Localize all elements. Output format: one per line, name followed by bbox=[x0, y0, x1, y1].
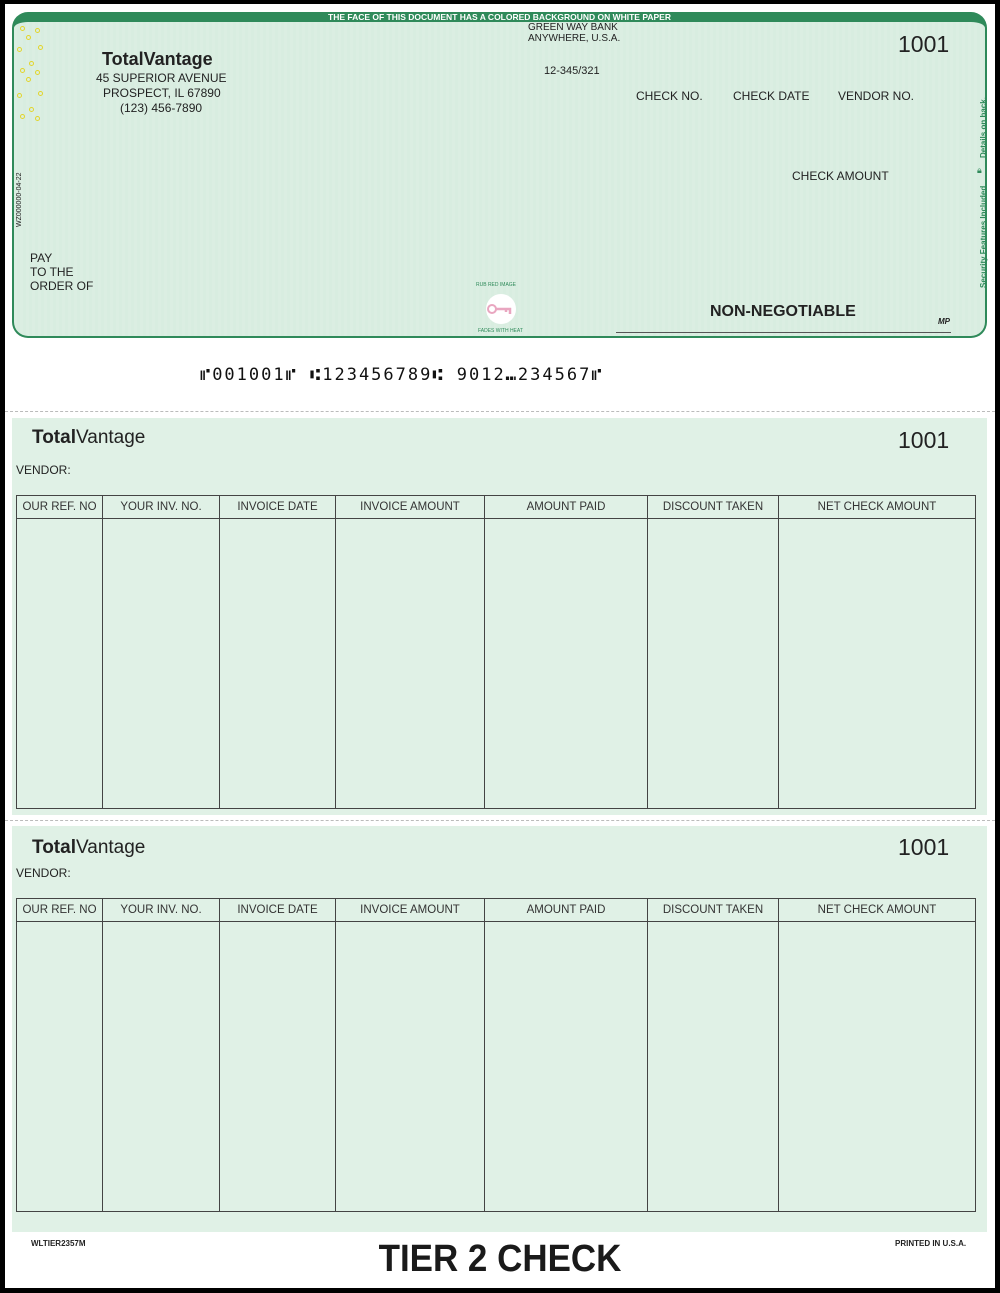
printed-in: PRINTED IN U.S.A. bbox=[895, 1239, 967, 1248]
table-header: OUR REF. NO YOUR INV. NO. INVOICE DATE INVO… bbox=[16, 495, 976, 519]
invoice-table: OUR REF. NO YOUR INV. NO. INVOICE DATE INVO… bbox=[16, 495, 976, 809]
check-amount-label: CHECK AMOUNT bbox=[792, 169, 889, 183]
form-title: TIER 2 CHECK bbox=[378, 1238, 622, 1280]
vendor-label: VENDOR: bbox=[16, 866, 71, 880]
banner: THE FACE OF THIS DOCUMENT HAS A COLORED … bbox=[328, 12, 671, 22]
pay-label: PAY bbox=[30, 251, 53, 265]
stub-brand: TotalVantage bbox=[32, 837, 146, 858]
table-header: OUR REF. NO YOUR INV. NO. INVOICE DATE INVO… bbox=[16, 898, 976, 922]
order-of-label: ORDER OF bbox=[30, 279, 94, 293]
perforation bbox=[0, 411, 1000, 412]
form-code: WLTIER2357M bbox=[31, 1239, 86, 1248]
stub-number: 1001 bbox=[898, 834, 950, 860]
check-number: 1001 bbox=[898, 31, 950, 57]
check-face: THE FACE OF THIS DOCUMENT HAS A COLORED … bbox=[12, 12, 988, 338]
check-date-label: CHECK DATE bbox=[733, 89, 810, 103]
company-address1: 45 SUPERIOR AVENUE bbox=[96, 71, 227, 85]
company-phone: (123) 456-7890 bbox=[120, 101, 203, 115]
side-code: WZ000000-04-22 bbox=[16, 172, 23, 227]
check-no-label: CHECK NO. bbox=[636, 89, 703, 103]
non-negotiable: NON-NEGOTIABLE bbox=[710, 303, 856, 320]
lock-icon: 🔒︎ bbox=[977, 165, 982, 175]
perforation bbox=[0, 820, 1000, 821]
vendor-no-label: VENDOR NO. bbox=[838, 89, 915, 103]
company-address2: PROSPECT, IL 67890 bbox=[103, 86, 221, 100]
table-row bbox=[16, 518, 976, 809]
heat-seal-icon: RUB RED IMAGE FADES WITH HEAT bbox=[476, 282, 523, 334]
to-the-label: TO THE bbox=[30, 265, 74, 279]
table-row bbox=[16, 921, 976, 1212]
mp-mark: MP bbox=[938, 317, 950, 326]
bank-name: GREEN WAY BANK bbox=[528, 22, 618, 33]
company-name: TotalVantage bbox=[102, 49, 213, 69]
vendor-label: VENDOR: bbox=[16, 463, 71, 477]
micr-line: ⑈001001⑈ ⑆123456789⑆ 9012⑉234567⑈ bbox=[200, 365, 604, 385]
bank-location: ANYWHERE, U.S.A. bbox=[528, 33, 621, 44]
stub-1: TotalVantage 1001 VENDOR: OUR REF. NO YOU… bbox=[12, 418, 987, 815]
security-text: Security Features Included bbox=[979, 185, 988, 288]
signature-line bbox=[616, 332, 951, 333]
stub-2: TotalVantage 1001 VENDOR: OUR REF. NO YOU… bbox=[12, 826, 987, 1232]
stub-number: 1001 bbox=[898, 427, 950, 453]
invoice-table: OUR REF. NO YOUR INV. NO. INVOICE DATE INVO… bbox=[16, 898, 976, 1212]
details-text: Details on back. bbox=[979, 97, 988, 158]
bank-fraction: 12-345/321 bbox=[544, 65, 600, 77]
stub-brand: TotalVantage bbox=[32, 427, 146, 448]
